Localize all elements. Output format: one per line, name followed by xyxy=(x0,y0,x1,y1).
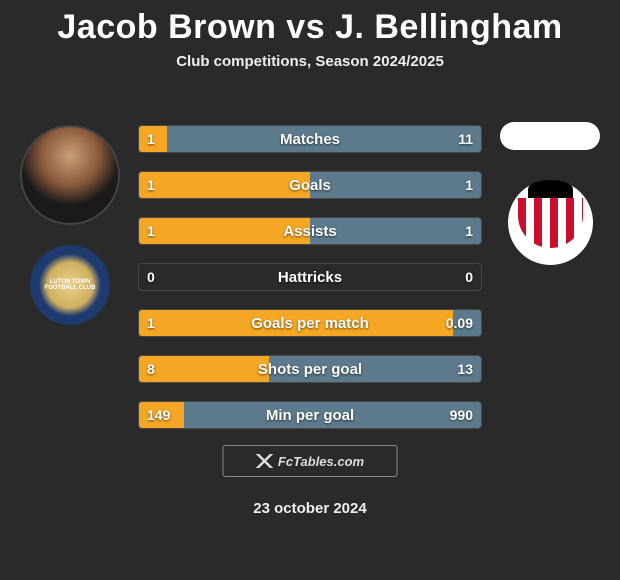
stat-row: Goals1 1 xyxy=(138,171,482,199)
stat-value-left: 1 xyxy=(147,218,155,244)
stat-value-right: 1 xyxy=(465,218,473,244)
stat-value-left: 0 xyxy=(147,264,155,290)
stat-row: Min per goal149 990 xyxy=(138,401,482,429)
stat-value-right: 0 xyxy=(465,264,473,290)
chart-icon xyxy=(256,454,274,468)
stat-label: Goals xyxy=(139,172,481,198)
club-right-crest xyxy=(508,180,593,265)
footer-brand-text: FcTables.com xyxy=(278,454,364,469)
right-player-column xyxy=(490,120,610,265)
stat-label: Assists xyxy=(139,218,481,244)
stat-row: Matches111 xyxy=(138,125,482,153)
club-right-crest-inner xyxy=(518,198,583,248)
stat-value-left: 8 xyxy=(147,356,155,382)
comparison-bars: Matches111Goals11Assists11Hattricks00Goa… xyxy=(138,125,482,447)
stat-value-left: 1 xyxy=(147,172,155,198)
stat-value-right: 990 xyxy=(450,402,473,428)
footer-date: 23 october 2024 xyxy=(0,500,620,517)
stat-label: Matches xyxy=(139,126,481,152)
stat-value-right: 11 xyxy=(458,126,473,152)
stat-value-left: 149 xyxy=(147,402,170,428)
stat-label: Shots per goal xyxy=(139,356,481,382)
stat-value-right: 1 xyxy=(465,172,473,198)
stat-row: Goals per match1 0.09 xyxy=(138,309,482,337)
player-right-avatar xyxy=(500,122,600,150)
player-left-avatar xyxy=(20,125,120,225)
stat-label: Min per goal xyxy=(139,402,481,428)
page-subtitle: Club competitions, Season 2024/2025 xyxy=(0,53,620,70)
club-left-crest: LUTON TOWNFOOTBALL CLUB xyxy=(30,245,110,325)
stat-value-right: 13 xyxy=(457,356,473,382)
stat-row: Hattricks0 0 xyxy=(138,263,482,291)
stat-row: Assists1 1 xyxy=(138,217,482,245)
stat-label: Hattricks xyxy=(139,264,481,290)
footer-brand-badge: FcTables.com xyxy=(223,445,398,477)
left-player-column: LUTON TOWNFOOTBALL CLUB xyxy=(10,125,130,325)
stat-row: Shots per goal8 13 xyxy=(138,355,482,383)
stat-value-left: 1 xyxy=(147,310,155,336)
stat-value-right: 0.09 xyxy=(446,310,473,336)
page-title: Jacob Brown vs J. Bellingham xyxy=(0,0,620,47)
stat-value-left: 1 xyxy=(147,126,155,152)
stat-label: Goals per match xyxy=(139,310,481,336)
